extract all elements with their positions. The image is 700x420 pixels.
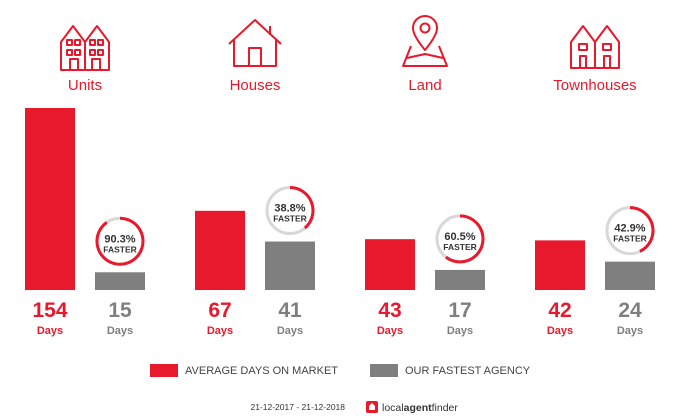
value-label-land-agency: 17 <box>448 299 471 322</box>
value-label-townhouses-agency: 24 <box>618 299 642 322</box>
value-label-units-agency: 15 <box>108 299 132 322</box>
bar-townhouses-agency <box>605 261 655 290</box>
bar-units-agency <box>95 272 145 290</box>
legend-label-average: AVERAGE DAYS ON MARKET <box>185 365 338 377</box>
category-label-townhouses: Townhouses <box>553 77 636 94</box>
days-label-townhouses-agency: Days <box>617 325 643 337</box>
brand-logo: localagentfinder <box>366 401 458 414</box>
value-label-houses-agency: 41 <box>278 299 302 322</box>
faster-pct-houses: 38.8% <box>274 203 305 215</box>
faster-label-townhouses: FASTER <box>613 234 647 244</box>
townhouses-icon <box>570 25 620 69</box>
value-label-land-average: 43 <box>378 299 401 322</box>
category-label-units: Units <box>68 77 102 94</box>
bar-houses-average <box>195 210 245 290</box>
faster-label-land: FASTER <box>443 242 477 252</box>
bar-land-average <box>365 239 415 290</box>
units-icon <box>60 25 110 71</box>
days-label-townhouses-average: Days <box>547 325 573 337</box>
legend-swatch-average <box>150 364 178 377</box>
days-label-land-average: Days <box>377 325 403 337</box>
legend-swatch-agency <box>370 364 398 377</box>
date-range: 21-12-2017 - 21-12-2018 <box>250 402 345 412</box>
faster-ring-arc-units <box>95 216 145 266</box>
category-label-houses: Houses <box>230 77 281 94</box>
faster-ring-arc-townhouses <box>629 206 655 253</box>
days-label-units-agency: Days <box>107 325 133 337</box>
faster-label-houses: FASTER <box>273 214 307 224</box>
days-label-land-agency: Days <box>447 325 473 337</box>
faster-label-units: FASTER <box>103 244 137 254</box>
value-label-units-average: 154 <box>32 299 67 322</box>
bar-land-agency <box>435 269 485 290</box>
brand-name: localagentfinder <box>382 402 458 414</box>
faster-pct-townhouses: 42.9% <box>614 223 645 235</box>
bar-houses-agency <box>265 241 315 290</box>
legend-label-agency: OUR FASTEST AGENCY <box>405 365 531 377</box>
category-label-land: Land <box>408 77 441 94</box>
days-label-houses-average: Days <box>207 325 233 337</box>
value-label-townhouses-average: 42 <box>548 299 571 322</box>
land-pin-icon <box>402 15 448 67</box>
house-icon <box>228 19 282 67</box>
bar-units-average <box>25 108 75 290</box>
days-label-houses-agency: Days <box>277 325 303 337</box>
days-label-units-average: Days <box>37 325 63 337</box>
faster-ring-arc-land <box>444 214 485 264</box>
faster-pct-units: 90.3% <box>104 233 135 245</box>
faster-pct-land: 60.5% <box>444 231 475 243</box>
bar-townhouses-average <box>535 240 585 290</box>
value-label-houses-average: 67 <box>208 299 231 322</box>
faster-ring-arc-houses <box>289 186 315 230</box>
